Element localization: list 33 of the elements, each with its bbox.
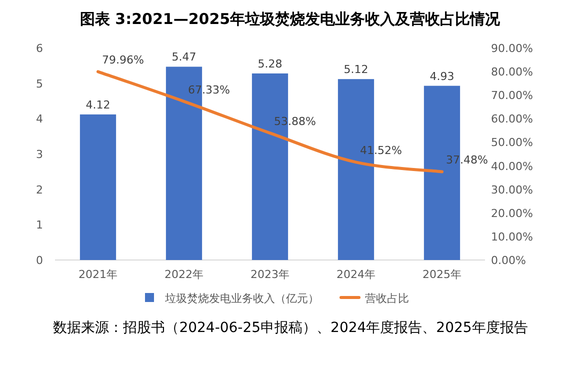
y2-tick-label: 80.00% — [491, 66, 533, 79]
y-tick-label: 3 — [36, 148, 43, 161]
data-label: 5.12 — [344, 63, 368, 76]
y2-tick-label: 0.00% — [491, 254, 526, 267]
y2-tick-label: 50.00% — [491, 136, 533, 150]
data-label: 4.12 — [86, 98, 110, 112]
x-tick-label: 2024年 — [336, 268, 376, 281]
y-tick-label: 1 — [36, 218, 43, 232]
data-label: 5.28 — [258, 57, 282, 70]
y2-tick-label: 20.00% — [491, 206, 533, 220]
bar — [80, 114, 116, 260]
y-tick-label: 4 — [36, 112, 43, 126]
x-tick-label: 2023年 — [250, 268, 290, 281]
x-tick-label: 2025年 — [422, 268, 462, 281]
y-tick-label: 6 — [36, 42, 43, 55]
legend-label: 垃圾焚烧发电业务收入（亿元） — [164, 292, 319, 305]
y2-tick-label: 40.00% — [491, 160, 533, 173]
y2-tick-label: 90.00% — [491, 42, 533, 55]
y2-tick-label: 10.00% — [491, 230, 533, 244]
y2-tick-label: 70.00% — [491, 89, 533, 102]
data-label: 79.96% — [102, 54, 144, 67]
x-tick-label: 2022年 — [164, 268, 204, 281]
data-label: 5.47 — [172, 50, 196, 64]
source-note: 数据来源：招股书（2024-06-25申报稿）、2024年度报告、2025年度报告 — [52, 319, 529, 338]
x-tick-label: 2021年 — [78, 268, 118, 281]
chart-title: 图表 3:2021—2025年垃圾焚烧发电业务收入及营收占比情况 — [80, 10, 502, 28]
legend-label: 营收占比 — [365, 292, 409, 305]
y2-tick-label: 60.00% — [491, 112, 533, 126]
y2-tick-label: 30.00% — [491, 183, 533, 196]
y-tick-label: 5 — [36, 77, 43, 90]
y-tick-label: 0 — [36, 254, 43, 267]
data-label: 4.93 — [430, 70, 454, 83]
y-tick-label: 2 — [36, 183, 43, 196]
